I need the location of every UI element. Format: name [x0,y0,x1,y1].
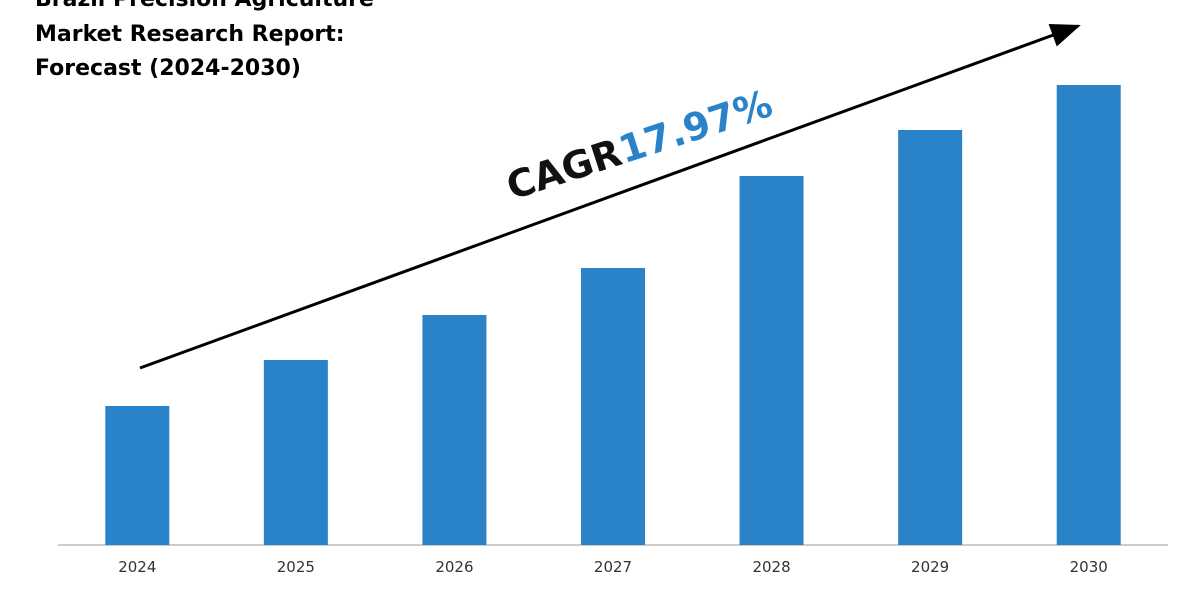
x-tick-label: 2029 [911,558,949,576]
bar [739,176,804,545]
chart-title: Brazil Precision Agriculture [35,0,374,12]
bar [1056,85,1121,545]
bar [422,315,487,545]
x-tick-label: 2024 [118,558,156,576]
x-tick-label: 2026 [435,558,473,576]
x-tick-label: 2028 [752,558,790,576]
bar [263,360,328,545]
x-tick-label: 2027 [594,558,632,576]
x-tick-label: 2025 [277,558,315,576]
bar [581,268,645,545]
chart-title: Forecast (2024-2030) [35,56,301,81]
x-tick-label: 2030 [1070,558,1108,576]
cagr-value: 17.97% [613,81,777,172]
bar [105,406,170,545]
chart-title: Market Research Report: [35,22,345,47]
bar [898,130,963,545]
cagr-annotation: CAGR 17.97% [501,81,777,208]
trend-arrow [139,23,1081,370]
